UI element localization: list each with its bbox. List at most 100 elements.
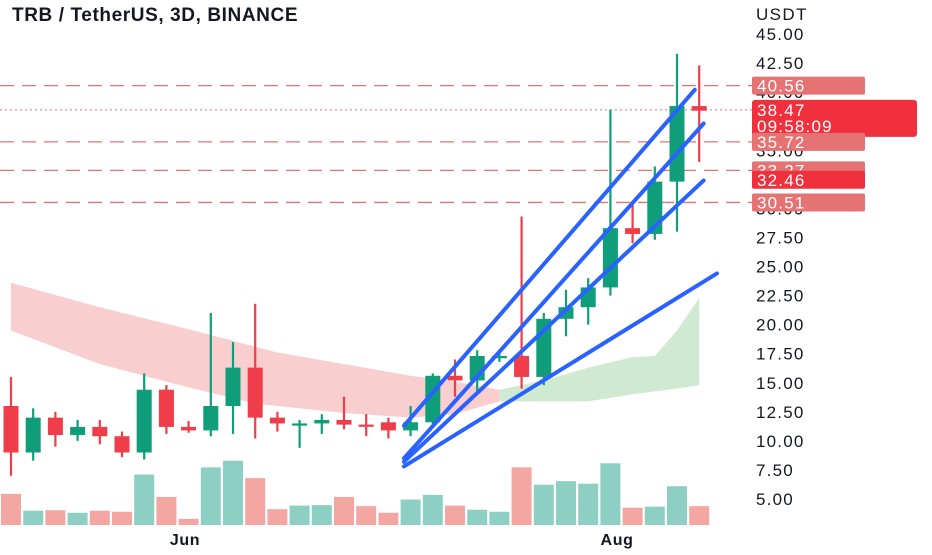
volume-bar — [578, 483, 599, 525]
volume-bar — [511, 467, 532, 525]
volume-bar — [422, 494, 443, 525]
volume-bar — [644, 506, 665, 525]
y-tick-label: 17.50 — [756, 345, 805, 364]
price-badge — [752, 170, 865, 189]
volume-bar — [667, 486, 687, 525]
volume-bar — [67, 512, 88, 525]
volume-bar — [89, 510, 110, 525]
candle-body — [358, 424, 374, 427]
volume-bar — [223, 460, 243, 525]
volume-bar — [622, 507, 643, 525]
candle-body — [491, 356, 507, 359]
volume-bar — [134, 474, 155, 525]
current-price-badge — [752, 99, 917, 137]
x-tick-label: Aug — [601, 532, 634, 549]
volume-bar — [245, 478, 266, 525]
y-tick-label: 10.00 — [756, 432, 805, 451]
cloud-green-band — [499, 297, 700, 402]
y-tick-label: 5.00 — [756, 490, 794, 509]
volume-bar — [489, 511, 510, 525]
time-axis[interactable]: Jun Aug — [170, 532, 634, 549]
candle-body — [447, 375, 463, 381]
candles — [3, 53, 707, 476]
price-label: 30.51 — [757, 193, 806, 212]
candle-body — [514, 356, 530, 377]
candle-body — [247, 367, 263, 418]
header: TRB / TetherUS, 3D, BINANCE USDT — [12, 5, 808, 26]
current-price-label: 38.47 — [757, 101, 806, 120]
volume-bar — [689, 506, 710, 525]
candle-body — [158, 389, 174, 427]
price-axis[interactable]: 5.00 7.50 10.00 12.50 15.00 17.50 20.00 22.50 25… — [756, 25, 805, 509]
trendline — [401, 271, 719, 469]
candle-body — [47, 417, 63, 436]
volume-bar — [1, 493, 21, 525]
candle-body — [336, 419, 352, 425]
y-tick-label: 25.00 — [756, 258, 805, 277]
y-tick-label: 45.00 — [756, 25, 805, 44]
candle-body — [625, 228, 641, 234]
price-label: 40.56 — [757, 77, 806, 96]
candle-body — [136, 389, 152, 453]
countdown-label: 09:58:09 — [757, 117, 833, 136]
currency-label: USDT — [756, 5, 808, 24]
volume-bar — [334, 496, 354, 525]
trendline — [401, 121, 706, 461]
y-tick-label: 15.00 — [756, 374, 805, 393]
volume-bar — [600, 463, 621, 525]
volume-bar — [378, 512, 399, 525]
candle-body — [314, 419, 330, 424]
volume-bar — [200, 467, 221, 525]
candle-body — [25, 417, 41, 453]
price-badge — [752, 193, 865, 212]
candle-body — [292, 423, 308, 426]
volume-bar — [533, 484, 554, 525]
volume-bar — [445, 505, 465, 525]
candle-body — [558, 307, 574, 319]
volume-bar — [23, 510, 44, 525]
candle-body — [691, 106, 707, 111]
volume-bar — [178, 518, 199, 525]
price-label: 32.46 — [757, 171, 806, 190]
candle-body — [269, 417, 285, 424]
chart-title: TRB / TetherUS, 3D, BINANCE — [12, 5, 298, 26]
volume-bar — [311, 505, 332, 525]
volume-bar — [467, 509, 488, 525]
volume-bar — [289, 505, 310, 525]
candle-body — [3, 406, 19, 453]
candle-body — [181, 426, 197, 431]
price-label: 35.72 — [757, 133, 806, 152]
candle-body — [203, 406, 219, 431]
candle-body — [403, 422, 419, 431]
price-badge — [752, 132, 865, 151]
volume-bar — [45, 510, 66, 525]
y-tick-label: 7.50 — [756, 461, 794, 480]
candle-body — [70, 426, 86, 436]
candle-body — [225, 367, 241, 406]
y-tick-label: 12.50 — [756, 403, 805, 422]
horizontal-levels — [0, 84, 752, 204]
x-tick-label: Jun — [170, 532, 200, 549]
trendline — [401, 178, 706, 464]
volume-bar — [267, 509, 288, 525]
candle-body — [92, 426, 108, 437]
y-tick-label: 42.50 — [756, 54, 805, 73]
y-tick-label: 20.00 — [756, 316, 805, 335]
volume-bar — [156, 496, 177, 525]
price-badge — [752, 76, 865, 95]
volume-bars — [1, 460, 710, 525]
candle-body — [669, 106, 685, 182]
volume-bar — [112, 511, 132, 525]
y-tick-label: 27.50 — [756, 228, 805, 247]
volume-bar — [556, 481, 576, 525]
y-tick-label: 22.50 — [756, 287, 805, 306]
candle-body — [114, 436, 130, 453]
trendlines — [401, 87, 719, 469]
candle-body — [602, 228, 618, 288]
candle-body — [380, 422, 396, 431]
volume-bar — [356, 506, 377, 525]
volume-bar — [400, 499, 421, 525]
